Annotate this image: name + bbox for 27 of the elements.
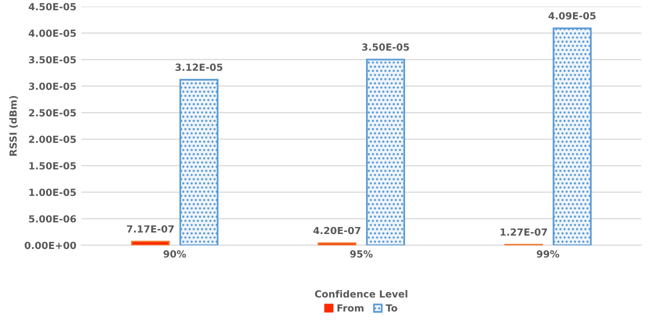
data-label: 7.17E-07 xyxy=(126,225,174,233)
bar xyxy=(179,78,218,246)
legend-label: From xyxy=(338,304,364,312)
legend-label: To xyxy=(386,304,398,312)
data-label: 4.09E-05 xyxy=(548,12,596,20)
y-tick-label: 4.50E-05 xyxy=(28,3,76,10)
bar xyxy=(366,58,406,246)
y-tick-label: 3.00E-05 xyxy=(28,82,76,90)
x-axis-title: Confidence Level xyxy=(315,290,408,298)
y-tick-label: 3.50E-05 xyxy=(28,56,76,64)
y-tick-label: 1.00E-05 xyxy=(29,188,76,196)
y-tick-label: 5.00E-06 xyxy=(29,215,76,223)
y-axis-title: RSSI (dBm) xyxy=(9,96,18,156)
y-tick-label: 2.00E-05 xyxy=(29,136,76,143)
data-label: 3.50E-05 xyxy=(362,43,409,51)
bar xyxy=(552,27,592,246)
bar xyxy=(131,240,170,246)
data-label: 1.27E-07 xyxy=(500,228,547,236)
y-tick-label: 1.50E-05 xyxy=(29,162,76,170)
x-tick-label: 95% xyxy=(350,250,373,258)
data-label: 3.12E-05 xyxy=(176,64,222,71)
x-tick-label: 90% xyxy=(164,250,186,258)
data-label: 4.20E-07 xyxy=(313,226,360,234)
y-tick-label: 2.50E-05 xyxy=(29,109,76,116)
y-tick-label: 4.00E-05 xyxy=(28,30,76,37)
y-tick-label: 0.00E+00 xyxy=(24,242,76,250)
x-tick-label: 99% xyxy=(536,250,560,258)
